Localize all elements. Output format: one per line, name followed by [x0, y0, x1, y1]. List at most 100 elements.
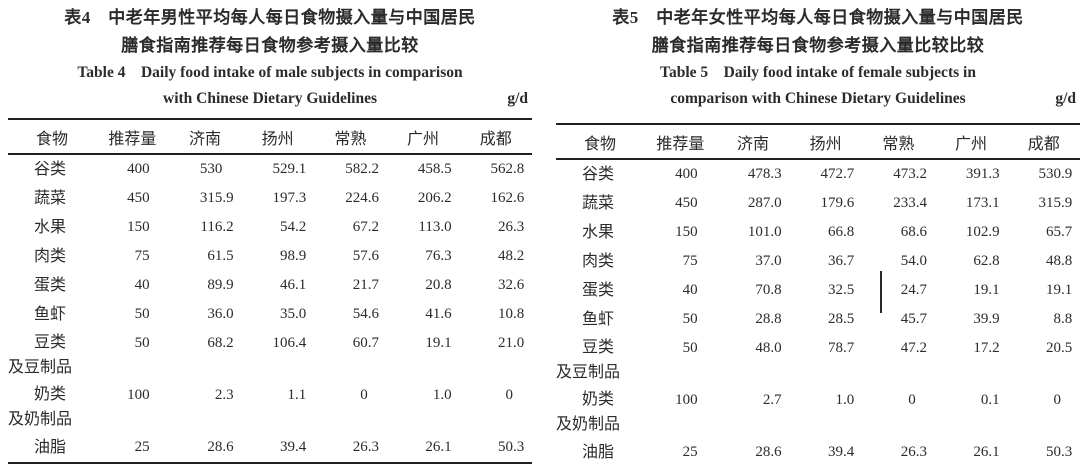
- table4-title-en-line1: Table 4 Daily food intake of male subjec…: [77, 64, 463, 81]
- food-label: 油脂: [556, 438, 644, 467]
- value-cell: 400: [127, 161, 150, 177]
- value-cell: 400: [675, 166, 698, 182]
- food-label: 鱼虾: [556, 305, 644, 334]
- food-label: 肉类: [556, 247, 644, 276]
- value-cell: 179.6: [820, 195, 855, 211]
- value-cell: 206.2: [417, 190, 452, 206]
- value-cell: 41.6: [425, 306, 452, 322]
- value-cell: 20.5: [1046, 340, 1073, 356]
- table5-title-en-line2-text: comparison with Chinese Dietary Guidelin…: [670, 90, 966, 107]
- value-cell: 65.7: [1046, 224, 1073, 240]
- table-5-column-header: 扬州: [809, 135, 842, 153]
- value-cell: 472.7: [820, 166, 855, 182]
- table-5-column-header: 推荐量: [656, 135, 705, 153]
- value-cell: 0: [360, 387, 368, 403]
- table-5-row: 油脂 25 28.6 39.4 26.3 26.1 50.3: [556, 438, 1080, 467]
- table-5-column-header: 成都: [1027, 135, 1060, 153]
- food-label-line: 谷类: [582, 166, 615, 183]
- table5-title-en-line2: comparison with Chinese Dietary Guidelin…: [556, 86, 1080, 112]
- table-5-row: 水果 150 101.0 66.8 68.6 102.9 65.7: [556, 218, 1080, 247]
- value-cell: 75: [134, 248, 150, 264]
- table-5-row: 奶类 及奶制品 100 2.7 1.0 0 0.1 0: [556, 386, 1080, 438]
- value-cell: 47.2: [900, 340, 927, 356]
- value-cell: 197.3: [272, 190, 307, 206]
- table-5-row: 谷类 400 478.3 472.7 473.2 391.3 530.9: [556, 160, 1080, 189]
- food-label: 豆类 及豆制品: [556, 334, 644, 386]
- food-label-line: 油脂: [582, 444, 615, 461]
- value-cell: 26.3: [900, 444, 927, 460]
- value-cell: 116.2: [200, 219, 234, 235]
- table-4-row: 谷类 400 530 529.1 582.2 458.5 562.8: [8, 155, 532, 184]
- value-cell: 39.9: [973, 311, 1000, 327]
- food-label-line: 水果: [34, 219, 67, 236]
- value-cell: 162.6: [490, 190, 525, 206]
- value-cell: 233.4: [893, 195, 927, 211]
- value-cell: 78.7: [828, 340, 855, 356]
- table4-title-zh-line2: 膳食指南推荐每日食物参考摄入量比较: [121, 36, 419, 55]
- value-cell: 582.2: [345, 161, 379, 177]
- value-cell: 24.7: [900, 282, 927, 298]
- food-label-line: 水果: [582, 224, 615, 241]
- value-cell: 26.3: [352, 439, 379, 455]
- value-cell: 28.5: [828, 311, 855, 327]
- value-cell: 25: [682, 444, 698, 460]
- table-4-row: 油脂 25 28.6 39.4 26.3 26.1 50.3: [8, 433, 532, 462]
- food-label-line: 鱼虾: [582, 311, 615, 328]
- food-label-line: 及豆制品: [8, 359, 73, 376]
- food-label-line: 蛋类: [34, 277, 67, 294]
- value-cell: 48.8: [1046, 253, 1073, 269]
- table-4-row: 水果 150 116.2 54.2 67.2 113.0 26.3: [8, 213, 532, 242]
- value-cell: 75: [682, 253, 698, 269]
- table5-title-zh-line1: 表5 中老年女性平均每人每日食物摄入量与中国居民: [612, 8, 1024, 27]
- table-5-column-header: 济南: [737, 135, 770, 153]
- food-label-line: 肉类: [582, 253, 615, 270]
- food-label-line: 及奶制品: [8, 411, 73, 428]
- value-cell: 1.1: [287, 387, 307, 403]
- value-cell: 61.5: [207, 248, 234, 264]
- value-cell: 0: [908, 392, 916, 408]
- value-cell: 113.0: [418, 219, 452, 235]
- value-cell: 100: [127, 387, 150, 403]
- food-label: 奶类 及奶制品: [556, 386, 644, 438]
- value-cell: 54.6: [352, 306, 379, 322]
- value-cell: 50: [682, 340, 698, 356]
- value-cell: 473.2: [893, 166, 927, 182]
- table-4-row: 肉类 75 61.5 98.9 57.6 76.3 48.2: [8, 242, 532, 271]
- value-cell: 40: [682, 282, 698, 298]
- value-cell: 26.1: [425, 439, 452, 455]
- value-cell: 391.3: [965, 166, 1000, 182]
- value-cell: 0: [505, 387, 514, 403]
- table4-title-en-line2: with Chinese Dietary Guidelines g/d: [8, 86, 532, 112]
- value-cell: 458.5: [417, 161, 452, 177]
- table5-title-en-line1: Table 5 Daily food intake of female subj…: [660, 64, 976, 81]
- value-cell: 1.0: [432, 387, 452, 403]
- table-5-row: 蛋类 40 70.8 32.5 24.7 19.1 19.1: [556, 276, 1080, 305]
- food-label: 豆类 及豆制品: [8, 329, 96, 381]
- table5-grid: 食物 推荐量 济南 扬州 常熟 广州 成都 谷类 400 478.3 472.7 473.2 391.3…: [556, 123, 1080, 467]
- value-cell: 54.2: [280, 219, 307, 235]
- value-cell: 287.0: [747, 195, 782, 211]
- value-cell: 8.8: [1053, 311, 1073, 327]
- table-5-row: 豆类 及豆制品 50 48.0 78.7 47.2 17.2 20.5: [556, 334, 1080, 386]
- value-cell: 101.0: [747, 224, 782, 240]
- value-cell: 478.3: [747, 166, 782, 182]
- value-cell: 150: [127, 219, 150, 235]
- table-4-row: 蛋类 40 89.9 46.1 21.7 20.8 32.6: [8, 271, 532, 300]
- value-cell: 315.9: [199, 190, 234, 206]
- value-cell: 450: [675, 195, 698, 211]
- value-cell: 45.7: [900, 311, 927, 327]
- value-cell: 50.3: [1046, 444, 1073, 460]
- table4-grid: 食物 推荐量 济南 扬州 常熟 广州 成都 谷类 400 530 529.1 582.2 458.5 56…: [8, 118, 532, 464]
- food-label: 奶类 及奶制品: [8, 381, 96, 433]
- table4-title-zh-line1: 表4 中老年男性平均每人每日食物摄入量与中国居民: [64, 8, 476, 27]
- table4-unit-label: g/d: [507, 90, 528, 107]
- table-4-column-header: 成都: [479, 130, 512, 148]
- value-cell: 28.6: [755, 444, 782, 460]
- table-4-column-header: 广州: [407, 130, 440, 148]
- food-label-line: 肉类: [34, 248, 67, 265]
- value-cell: 26.1: [973, 444, 1000, 460]
- value-cell: 450: [127, 190, 150, 206]
- scan-artifact-line: [880, 271, 882, 313]
- table-5-column-header: 食物: [583, 135, 616, 153]
- value-cell: 10.8: [498, 306, 525, 322]
